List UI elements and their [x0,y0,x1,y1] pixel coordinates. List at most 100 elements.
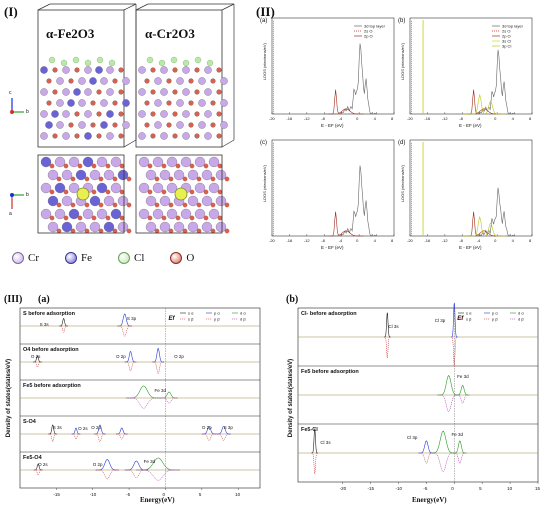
atom [166,78,172,84]
fe2o3-title: α-Fe2O3 [46,26,95,41]
atom [138,88,146,96]
panel-label-iii: (III) [4,294,23,305]
atom [49,215,55,221]
atom [154,176,160,182]
atom [112,78,118,84]
dos-alpha-curve [383,312,391,338]
row-title: Cl- before adsorption [301,311,357,317]
atom [152,156,164,168]
atom [144,78,150,84]
atom [187,221,199,233]
atom [78,121,86,129]
atom-legend: Cr Fe Cl O [12,252,194,264]
atom [45,121,53,129]
atom [106,88,114,96]
atom [150,67,156,73]
plot-frame [271,139,395,237]
atom [217,215,223,221]
tick-label: -20 [340,486,347,491]
atom [84,202,90,208]
dos-chart-a: Ef S before adsorption S 3s S 3p O4 before a… [19,307,261,497]
curve-3d [324,43,377,115]
atom [106,110,114,118]
tick-label: 0 [451,486,454,491]
atom [147,163,153,169]
dos-beta-curve [429,452,457,473]
atom [194,156,206,168]
dos-a-xlabel: Energy(eV) [140,496,175,504]
atom [84,88,92,96]
atom [95,66,103,74]
tick-label: 5 [479,486,482,491]
tick-label: -16 [424,238,431,243]
ldos-xlabel: E - EF (eV) [321,123,344,128]
atom [160,132,168,140]
atom [70,202,76,208]
curve-2p-o [328,89,364,115]
tick-label: -10 [395,486,402,491]
curve-2p-o [466,89,502,115]
atom [161,215,167,221]
curve-3p-cl [462,215,506,237]
ldos-chart-a: -20 -16 -12 -8 -4 0 4 8 E - EF (eV) LDOS (electro… [262,17,395,128]
tick-label: -12 [442,238,449,243]
atom [138,110,146,118]
atom [203,215,209,221]
atom [168,202,174,208]
ldos-legend-label: 3p Cl [502,44,511,49]
atom [172,89,178,95]
atom [68,78,74,84]
dos-beta-curve [160,397,178,404]
atom [215,221,227,233]
tick-label: -8 [459,116,463,121]
surface-cl-atom [48,56,56,64]
atom [119,215,125,221]
peak-annotation: O 2p [174,354,184,359]
surface-cl-atom [170,56,178,64]
surface-cl-atom [96,56,104,64]
dos-beta-curve [152,361,165,375]
peak-annotation: O 2p [91,425,101,430]
atom [172,133,178,139]
atom [188,122,194,128]
ldos-ylabel: LDOS (electrons/eV) [400,42,405,80]
atom [112,100,118,106]
dos-alpha-curve [59,317,69,327]
atom [74,133,80,139]
ldos-chart-d: -20 -16 -12 -8 -4 0 4 8 E - EF (eV) LDOS (electro… [400,139,533,250]
atom [198,99,206,107]
row-title: S before adsorption [23,311,76,317]
atom [160,66,168,74]
ldos-chart-c: -20 -16 -12 -8 -4 0 4 8 E - EF (eV) LDOS (electro… [262,139,395,250]
ldos-legend-label: 3s Cl [502,39,511,44]
dos-beta-curve [201,433,217,441]
atom [119,189,125,195]
tick-label: -12 [304,116,311,121]
tick-label: 4 [512,116,515,121]
atom [98,228,104,234]
atom [150,111,156,117]
dos-beta-curve [311,452,319,474]
tick-label: -15 [368,486,375,491]
atom [204,88,212,96]
atom [201,195,213,207]
dos-beta-curve [136,469,181,481]
atom [46,78,52,84]
atom [100,77,108,85]
dos-alpha-curve [450,302,458,338]
atom [147,215,153,221]
atom [204,110,212,118]
atom [61,169,73,181]
atom [90,100,96,106]
atom [119,163,125,169]
curve-3d [462,49,515,115]
atom [96,133,102,139]
cr2o3-title: α-Cr2O3 [145,26,195,41]
dos-legend-label: d β [518,317,524,322]
atom [216,133,222,139]
ldos-xlabel: E - EF (eV) [321,245,344,250]
atom [61,195,73,207]
atom [176,121,184,129]
atom [216,67,222,73]
atom [40,132,48,140]
